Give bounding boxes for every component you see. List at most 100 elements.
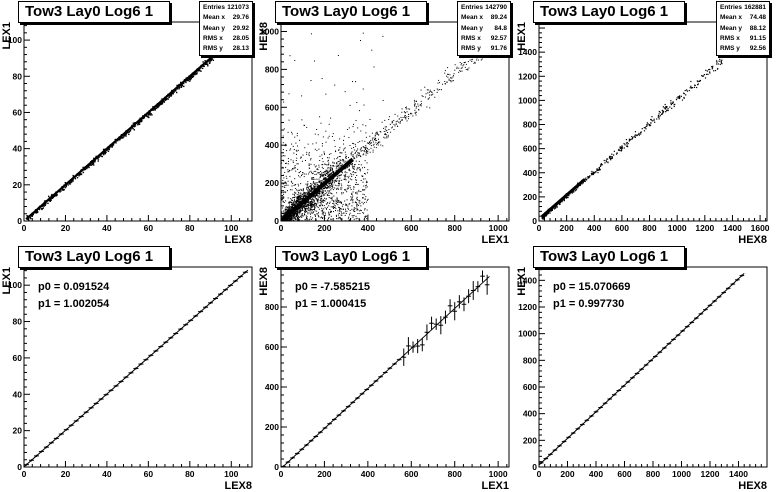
data-point [310,186,312,188]
data-point [308,199,310,201]
data-point [189,78,192,81]
data-point [341,163,343,165]
data-point [308,163,310,165]
data-point [465,63,467,65]
data-point [690,80,692,83]
x-tick-label: 400 [587,223,601,233]
data-point [325,208,327,210]
data-point [321,197,323,199]
data-point [384,133,386,135]
data-point [346,129,348,131]
data-point [436,91,438,93]
data-point [82,166,84,169]
data-point [452,75,454,77]
data-point [327,174,329,176]
data-point [711,68,713,70]
data-point [298,201,300,203]
data-point [621,147,624,149]
data-point [337,180,339,182]
data-point [297,197,299,199]
data-point [343,148,345,150]
y-tick-label: 40 [13,144,23,154]
data-point [365,196,367,198]
data-point [318,172,320,174]
data-point [281,162,283,164]
data-point [678,95,680,98]
data-point [683,97,685,99]
data-point [295,160,297,162]
data-point [297,216,299,218]
data-point [327,164,329,166]
plot-area [24,269,249,467]
data-point [209,60,211,62]
data-point [603,159,605,162]
data-point [367,198,369,200]
data-point [329,192,331,194]
data-point [72,174,74,177]
data-point [304,203,306,205]
y-tick-label: 60 [13,353,23,363]
data-point [161,98,163,100]
data-point [365,187,367,189]
data-point [302,188,304,190]
data-point [433,90,435,92]
data-point [300,209,302,211]
y-tick-label: 200 [523,192,537,202]
data-point [288,202,290,204]
data-point [405,118,407,120]
data-point [291,216,293,218]
data-point [326,198,328,200]
data-point [383,127,385,129]
x-tick-label: 400 [589,469,603,479]
data-point [357,209,359,211]
data-point [285,175,287,177]
data-point [437,82,439,84]
data-point [331,169,333,171]
x-tick-label: 40 [102,223,112,233]
data-point [658,113,660,115]
data-point [292,167,294,169]
data-point [320,196,322,198]
data-point [309,188,311,190]
stats-label: Mean x [461,14,484,22]
data-point [378,142,380,144]
data-point [347,181,349,183]
data-point [303,196,305,198]
data-point [299,198,301,200]
data-point [340,187,342,189]
data-point [313,176,315,178]
data-point [309,204,311,206]
data-point [92,164,95,166]
data-point [318,191,320,193]
data-point [665,107,667,109]
x-tick-label: 0 [22,223,27,233]
data-point [314,178,316,180]
data-point [330,210,332,212]
data-point [417,105,419,107]
data-point [705,69,707,72]
data-point [292,220,294,221]
data-point [351,154,353,156]
plot-frame [538,266,768,468]
data-point [312,211,314,213]
data-point [287,219,289,221]
data-point [582,182,584,184]
data-point [91,163,94,166]
data-point [320,217,322,219]
data-point [574,190,577,192]
data-point [345,160,347,162]
data-point [297,198,299,200]
data-point [610,156,612,158]
stats-box: Entries 121073 Mean x 29.76 Mean y 29.92 RMS x… [199,1,253,57]
data-point [327,160,329,162]
data-point [322,175,324,177]
data-point [344,177,346,179]
y-tick-label: 800 [523,120,537,130]
data-point [359,169,361,171]
data-point [64,186,66,189]
data-point [542,218,544,220]
data-point [377,142,379,144]
data-point [288,217,290,219]
data-point [342,203,344,205]
